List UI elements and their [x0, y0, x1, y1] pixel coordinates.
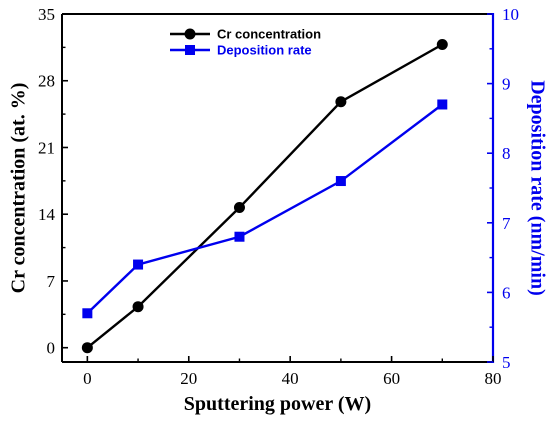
left-y-tick-label: 35 — [38, 5, 55, 24]
series-2-point — [133, 259, 144, 270]
x-tick-label: 80 — [485, 369, 502, 388]
series-2-point — [437, 99, 448, 110]
x-tick-label: 20 — [180, 369, 197, 388]
left-y-tick-label: 28 — [38, 72, 55, 91]
right-y-tick-label: 7 — [502, 214, 511, 233]
series-2-point — [234, 231, 245, 242]
right-y-tick-label: 8 — [502, 144, 511, 163]
x-tick-label: 0 — [83, 369, 92, 388]
x-tick-label: 40 — [282, 369, 299, 388]
left-y-axis-title: Cr concentration (at. %) — [8, 83, 30, 294]
legend-label-1: Cr concentration — [217, 27, 321, 42]
axes-layer: 0 20 40 60 80 0 7 14 21 28 35 5 6 7 8 9 10 — [38, 5, 519, 388]
legend-marker-2 — [185, 45, 195, 55]
left-y-tick-label: 21 — [38, 138, 55, 157]
x-tick-label: 60 — [383, 369, 400, 388]
right-y-tick-label: 9 — [502, 75, 511, 94]
series-1-point — [436, 39, 448, 51]
right-y-tick-label: 10 — [502, 5, 519, 24]
series-1-point — [81, 342, 93, 354]
series-2-point — [335, 176, 346, 187]
series-1-point — [233, 202, 245, 214]
series-line-2 — [86, 103, 444, 315]
right-y-tick-label: 6 — [502, 283, 511, 302]
right-y-tick-label: 5 — [502, 353, 511, 372]
series-2-point — [82, 308, 93, 319]
x-axis-title: Sputtering power (W) — [184, 393, 371, 415]
series-layer — [81, 39, 448, 354]
series-1-point — [335, 96, 347, 108]
right-y-axis-title: Deposition rate (nm/min) — [526, 80, 548, 296]
series-1-point — [132, 301, 144, 313]
legend-label-2: Deposition rate — [217, 43, 312, 58]
left-y-tick-label: 14 — [38, 205, 56, 224]
left-y-tick-label: 0 — [47, 339, 56, 358]
left-y-tick-label: 7 — [47, 272, 56, 291]
legend-marker-1 — [184, 28, 196, 40]
axis-titles: Sputtering power (W) Cr concentration (a… — [8, 80, 549, 415]
